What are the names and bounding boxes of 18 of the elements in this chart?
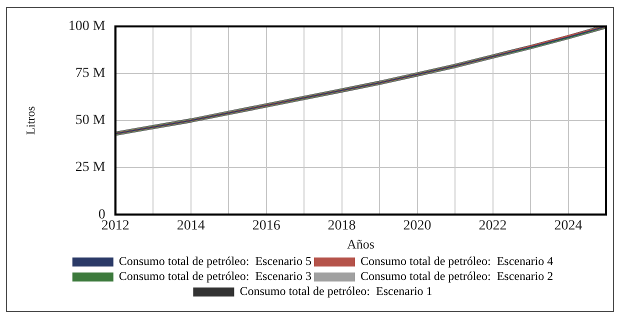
y-axis-title: Litros xyxy=(23,106,38,135)
legend-label: Consumo total de petróleo: Escenario 2 xyxy=(360,269,554,284)
x-tick-label: 2014 xyxy=(176,218,205,234)
legend-label: Consumo total de petróleo: Escenario 5 xyxy=(118,254,312,268)
y-tick-label: 50 M xyxy=(75,113,106,128)
x-tick-label: 2012 xyxy=(101,218,130,234)
x-tick-label: 2024 xyxy=(554,218,582,234)
x-tick-label: 2022 xyxy=(478,218,507,234)
legend-label: Consumo total de petróleo: Escenario 4 xyxy=(360,254,554,268)
y-tick-label: 25 M xyxy=(75,160,106,176)
x-axis-title: Años xyxy=(346,236,374,252)
y-tick-label: 75 M xyxy=(75,66,106,82)
x-tick-label: 2020 xyxy=(403,218,432,234)
y-tick-label: 100 M xyxy=(68,19,106,34)
x-tick-label: 2016 xyxy=(252,218,280,234)
legend-label: Consumo total de petróleo: Escenario 3 xyxy=(118,269,312,284)
legend-label: Consumo total de petróleo: Escenario 1 xyxy=(240,284,432,298)
x-tick-label: 2018 xyxy=(328,218,356,234)
